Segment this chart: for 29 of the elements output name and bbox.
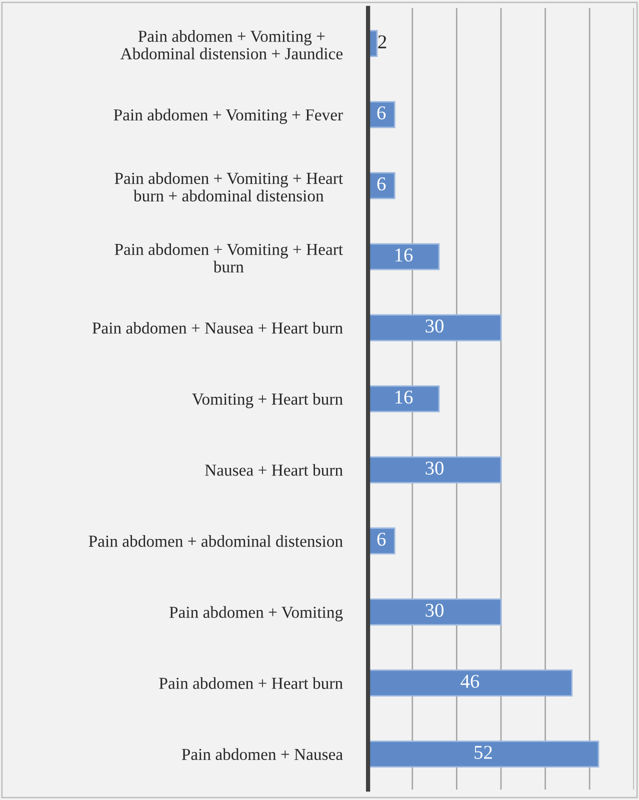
- bar: [368, 598, 502, 626]
- y-tick-label: Pain abdomen + Nausea: [182, 748, 343, 760]
- data-label: 30: [426, 319, 444, 333]
- y-tick-label: Pain abdomen + Heart burn: [159, 677, 343, 689]
- data-label: 6: [377, 532, 386, 546]
- data-label: 6: [377, 106, 386, 120]
- y-tick-label: Pain abdomen + Vomiting + Abdominal distension + Jaundice: [120, 30, 342, 60]
- data-label: 16: [395, 390, 413, 404]
- bar: [368, 314, 502, 342]
- bar: [368, 456, 502, 484]
- y-tick-label: Vomiting + Heart burn: [192, 393, 343, 408]
- data-label: 52: [474, 746, 492, 759]
- data-label: 6: [377, 177, 386, 191]
- y-tick-label: Pain abdomen + abdominal distension: [88, 535, 343, 547]
- bar: [368, 243, 440, 270]
- y-tick-label: Pain abdomen + Nausea + Heart burn: [92, 322, 343, 334]
- y-tick-label: Pain abdomen + Vomiting: [169, 606, 343, 622]
- y-tick-label: Pain abdomen + Vomiting + Heart burn: [114, 243, 343, 273]
- data-label: 2: [378, 35, 386, 48]
- bar: [368, 740, 600, 768]
- data-label: 16: [395, 248, 413, 262]
- bar: [368, 385, 440, 412]
- data-label: 46: [460, 674, 480, 688]
- data-label: 30: [426, 604, 444, 617]
- y-tick-label: Pain abdomen + Vomiting + Heart burn + abdominal distension: [114, 172, 343, 202]
- y-tick-label: Nausea + Heart burn: [205, 464, 343, 476]
- bar: [368, 670, 573, 697]
- data-label: 30: [426, 462, 444, 475]
- y-tick-label: Pain abdomen + Vomiting + Fever: [114, 108, 343, 124]
